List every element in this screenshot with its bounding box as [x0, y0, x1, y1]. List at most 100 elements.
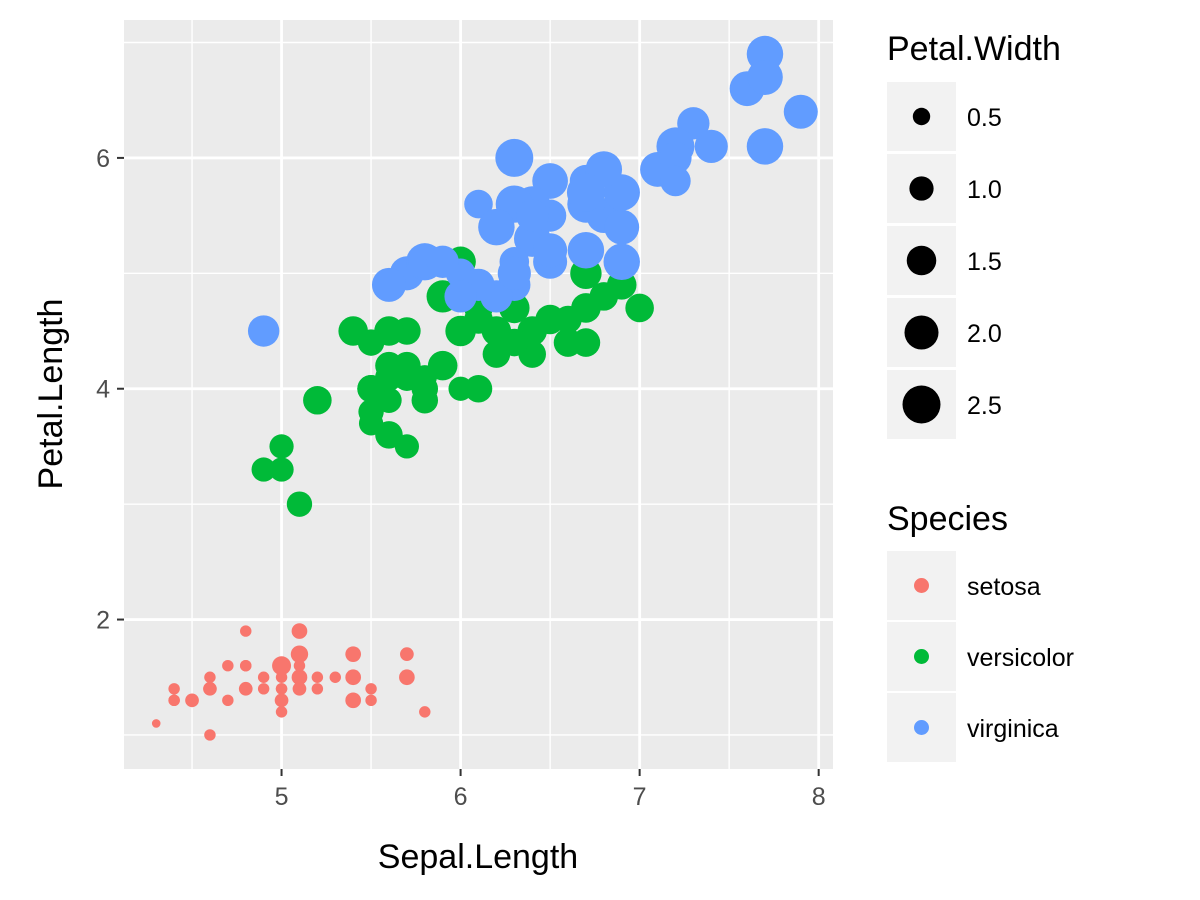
point-setosa: [293, 671, 306, 683]
point-setosa: [168, 694, 180, 707]
point-setosa: [311, 683, 324, 695]
species-legend-dot: [914, 649, 929, 664]
point-setosa: [240, 625, 252, 637]
y-axis-title: Petal.Length: [32, 299, 70, 490]
point-versicolor: [269, 434, 294, 459]
point-virginica: [746, 128, 784, 165]
size-legend: Petal.Width 0.5 1.0 1.5 2.0 2.5: [887, 30, 1061, 439]
point-setosa: [347, 648, 359, 660]
point-versicolor: [571, 293, 601, 323]
size-legend-dot: [912, 107, 931, 126]
point-versicolor: [269, 457, 294, 482]
point-setosa: [365, 694, 377, 707]
point-versicolor: [464, 305, 493, 334]
species-legend-label: versicolor: [967, 644, 1074, 672]
point-versicolor: [303, 385, 332, 415]
point-versicolor: [394, 434, 420, 459]
x-tick-label: 8: [812, 783, 826, 811]
point-setosa: [272, 656, 292, 676]
point-setosa: [345, 692, 362, 709]
x-axis: 5 6 7 8: [275, 769, 826, 811]
data-points: [151, 35, 818, 741]
point-virginica: [495, 138, 534, 177]
x-tick-label: 7: [633, 783, 647, 811]
point-versicolor: [464, 374, 493, 403]
size-legend-label: 1.0: [967, 176, 1002, 204]
size-legend-label: 2.5: [967, 392, 1002, 420]
point-virginica: [533, 233, 568, 268]
size-legend-dot: [906, 245, 937, 276]
size-legend-label: 1.5: [967, 248, 1002, 276]
point-virginica: [783, 94, 818, 129]
point-versicolor: [357, 374, 385, 403]
point-virginica: [516, 199, 549, 232]
size-legend-dot: [904, 315, 939, 350]
point-setosa: [313, 672, 322, 682]
point-virginica: [604, 209, 640, 245]
species-legend-dot: [914, 720, 929, 735]
size-legend-dot: [909, 176, 934, 201]
species-legend-title: Species: [887, 500, 1008, 538]
point-setosa: [329, 671, 341, 683]
species-legend: Species setosa versicolor virginica: [887, 500, 1074, 762]
size-legend-dot: [902, 385, 941, 424]
point-virginica: [478, 208, 515, 246]
point-versicolor: [357, 329, 385, 356]
point-setosa: [400, 647, 414, 662]
point-setosa: [399, 669, 415, 686]
point-setosa: [204, 729, 216, 741]
point-setosa: [290, 645, 309, 663]
y-axis: 2 4 6: [96, 145, 124, 635]
point-setosa: [259, 684, 268, 694]
point-setosa: [185, 693, 199, 708]
size-legend-label: 0.5: [967, 104, 1002, 132]
point-setosa: [274, 693, 289, 708]
point-setosa: [168, 683, 180, 695]
x-tick-label: 6: [454, 783, 468, 811]
point-setosa: [257, 671, 270, 683]
point-versicolor: [286, 491, 313, 517]
point-virginica: [747, 60, 782, 95]
point-virginica: [464, 189, 493, 219]
point-virginica: [247, 315, 280, 347]
point-setosa: [291, 623, 308, 639]
point-versicolor: [553, 328, 583, 357]
point-setosa: [204, 671, 216, 683]
point-setosa: [293, 659, 306, 672]
point-virginica: [659, 141, 692, 175]
point-setosa: [275, 683, 288, 695]
point-virginica: [660, 165, 691, 197]
point-versicolor: [625, 293, 654, 323]
point-setosa: [292, 681, 307, 696]
species-legend-label: setosa: [967, 573, 1041, 601]
point-setosa: [204, 683, 216, 695]
point-virginica: [566, 173, 605, 212]
point-setosa: [151, 719, 161, 728]
point-versicolor: [393, 363, 421, 391]
y-tick-label: 2: [96, 607, 110, 635]
point-virginica: [603, 243, 640, 281]
point-versicolor: [251, 457, 276, 482]
point-versicolor: [358, 411, 384, 436]
x-tick-label: 5: [275, 783, 289, 811]
size-legend-label: 2.0: [967, 320, 1002, 348]
point-setosa: [238, 681, 253, 696]
point-virginica: [444, 280, 477, 313]
size-legend-title: Petal.Width: [887, 30, 1061, 68]
point-virginica: [567, 232, 605, 269]
point-setosa: [345, 669, 362, 686]
point-setosa: [240, 659, 252, 672]
y-tick-label: 6: [96, 145, 110, 173]
point-virginica: [371, 267, 406, 302]
x-axis-title: Sepal.Length: [378, 838, 578, 876]
point-setosa: [419, 706, 431, 718]
point-setosa: [365, 683, 377, 695]
species-legend-label: virginica: [967, 715, 1059, 743]
point-virginica: [426, 245, 459, 278]
point-setosa: [275, 706, 288, 718]
point-virginica: [694, 129, 728, 163]
point-virginica: [497, 256, 531, 290]
point-setosa: [222, 694, 234, 707]
point-setosa: [222, 659, 234, 672]
